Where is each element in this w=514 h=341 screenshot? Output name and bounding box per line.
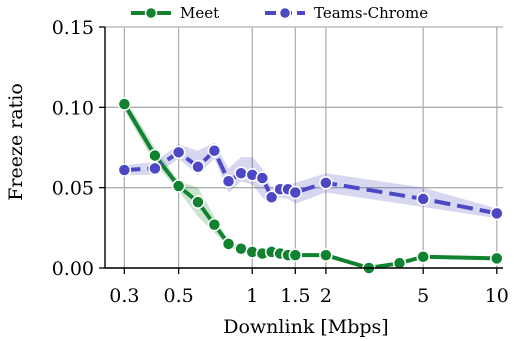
y-tick-label: 0.15 [52, 17, 94, 39]
legend-marker-meet [144, 6, 158, 20]
data-point-teams-chrome [221, 174, 236, 188]
data-point-meet [319, 248, 333, 262]
data-point-teams-chrome [191, 160, 205, 174]
x-tick-label: 0.5 [164, 285, 194, 307]
x-tick-label: 1 [246, 285, 258, 307]
y-tick-label: 0.10 [52, 97, 94, 119]
data-point-meet [171, 179, 186, 193]
data-point-meet [207, 217, 222, 232]
x-axis-label: Downlink [Mbps] [223, 316, 388, 338]
data-point-teams-chrome [264, 190, 279, 205]
x-tick-label: 1.5 [280, 285, 310, 307]
series-points [117, 97, 504, 275]
data-point-teams-chrome [288, 185, 303, 200]
data-point-teams-chrome [255, 171, 270, 185]
data-point-teams-chrome [490, 206, 504, 221]
data-point-meet [392, 256, 407, 270]
x-tick-label: 0.3 [109, 285, 139, 307]
data-point-teams-chrome [319, 176, 333, 190]
data-point-meet [191, 195, 205, 209]
legend-label-meet: Meet [180, 4, 219, 22]
y-axis-label: Freeze ratio [5, 83, 27, 201]
legend-label-teams-chrome: Teams-Chrome [314, 4, 428, 22]
data-point-meet [288, 248, 303, 262]
y-axis-ticks: 0.00 0.05 0.10 0.15 [52, 17, 105, 280]
data-point-teams-chrome [207, 143, 222, 158]
legend-marker-teams-chrome [278, 6, 292, 20]
data-point-meet [221, 237, 236, 251]
x-tick-label: 2 [320, 285, 332, 307]
data-point-meet [234, 241, 248, 256]
data-point-meet [416, 250, 430, 264]
x-tick-label: 5 [417, 285, 429, 307]
y-tick-label: 0.05 [52, 178, 94, 200]
x-tick-label: 10 [485, 285, 509, 307]
axes [104, 27, 503, 269]
data-point-meet [148, 148, 162, 163]
grid [105, 26, 503, 269]
data-point-teams-chrome [416, 192, 430, 206]
y-tick-label: 0.00 [52, 258, 94, 280]
data-point-teams-chrome [148, 161, 162, 176]
legend: Meet Teams-Chrome [131, 4, 428, 22]
x-axis-ticks: 0.3 0.5 1 1.5 2 5 10 [109, 268, 509, 307]
data-point-teams-chrome [234, 166, 248, 180]
data-point-teams-chrome [117, 163, 132, 177]
data-point-meet [117, 97, 132, 111]
data-point-meet [490, 251, 504, 266]
data-point-teams-chrome [171, 145, 186, 160]
